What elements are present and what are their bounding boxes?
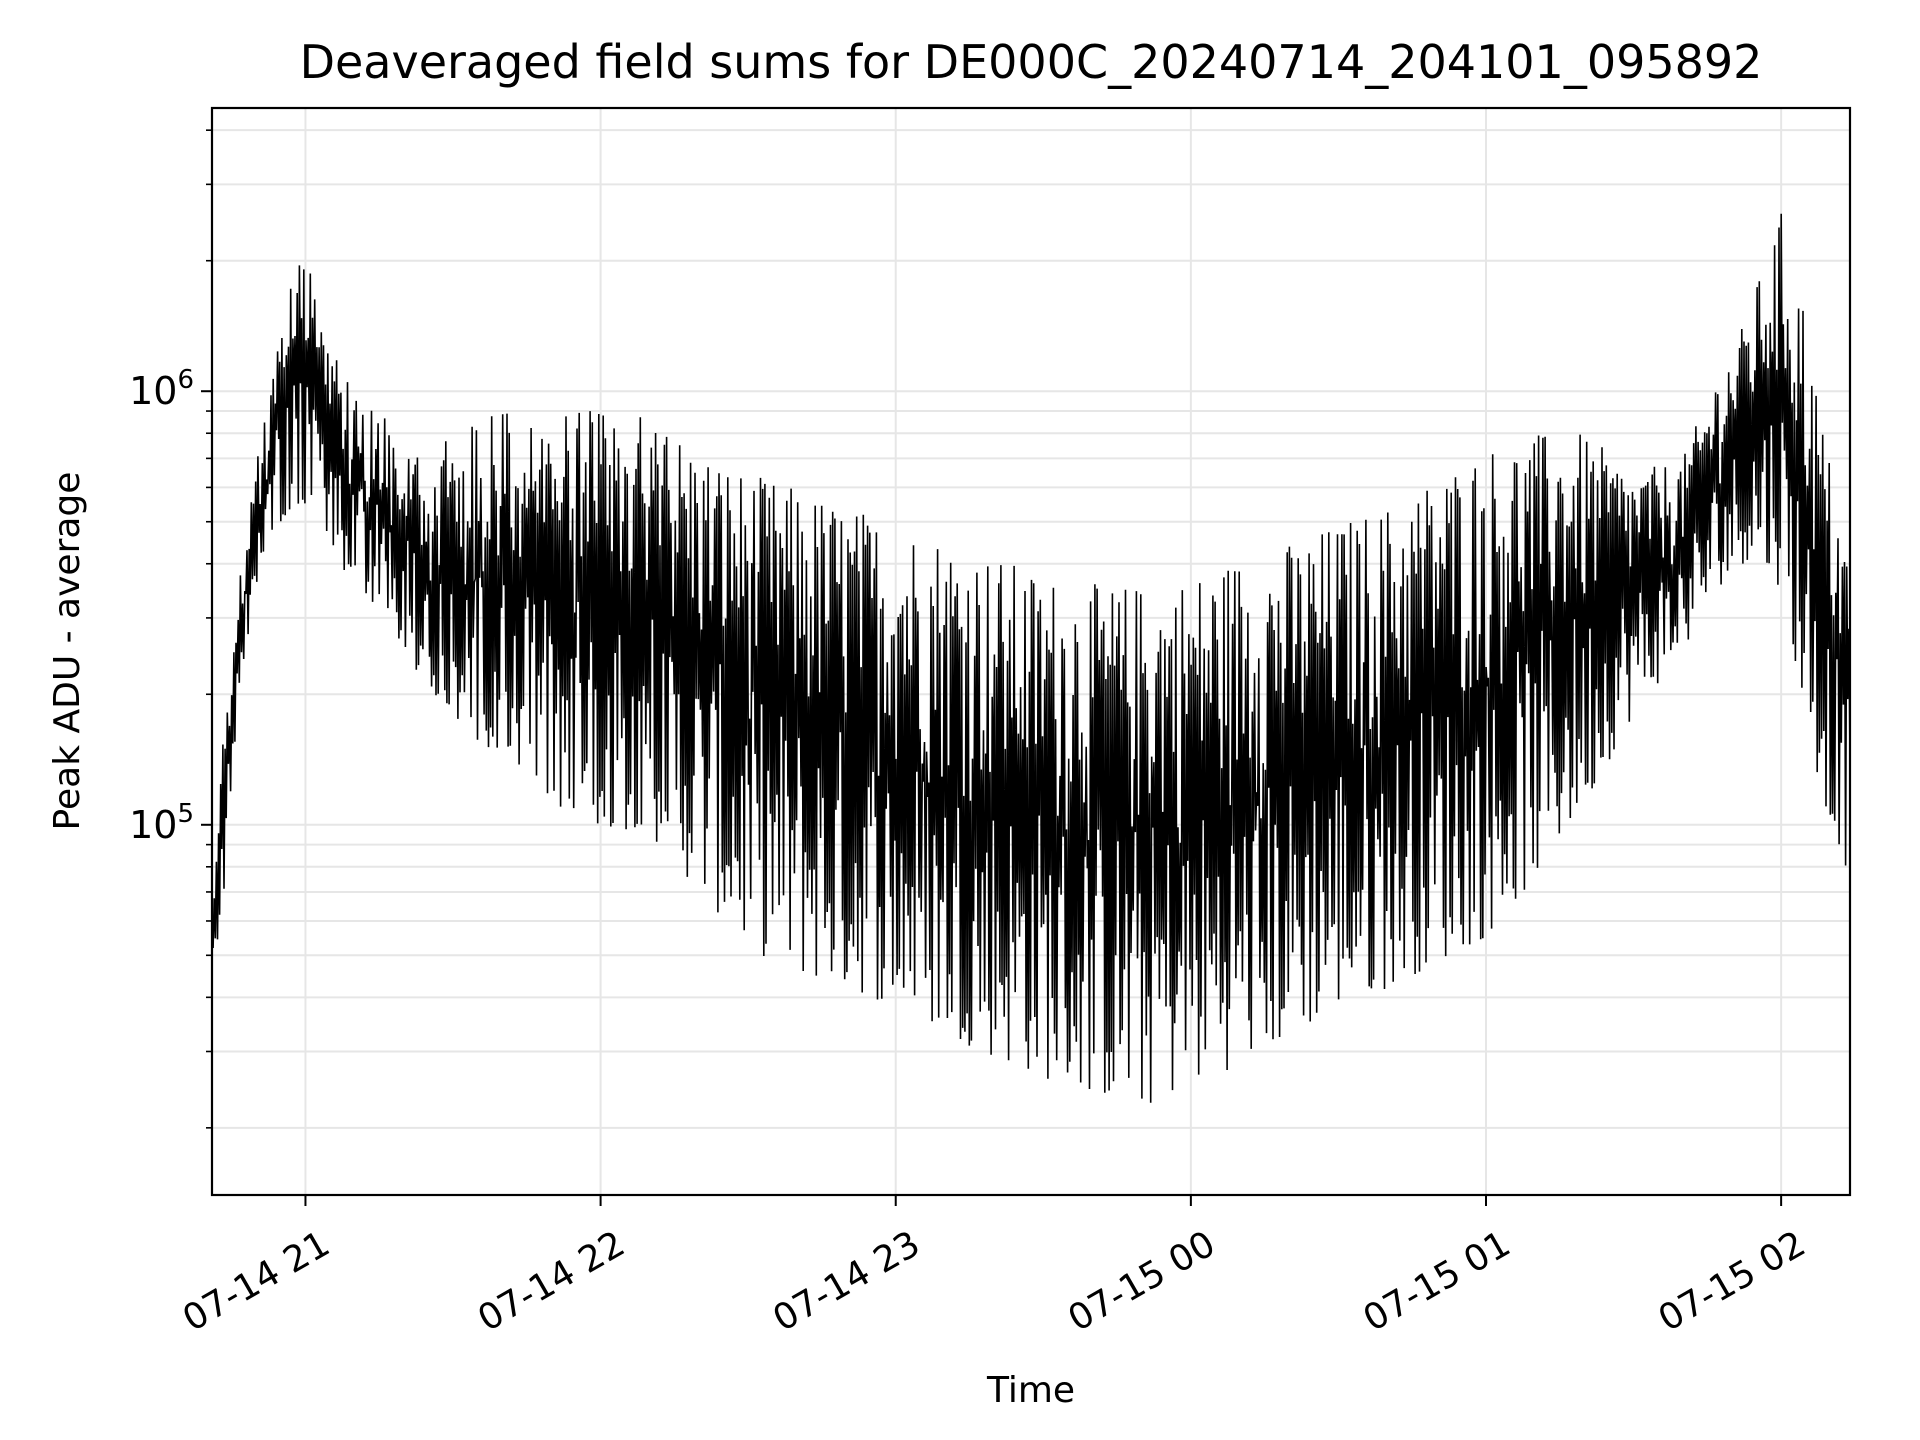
- y-axis-ticks: 105 106: [129, 129, 212, 1129]
- x-tick-label: 07-15 02: [1652, 1223, 1813, 1339]
- y-tick-label: 105: [129, 799, 194, 847]
- plot-area-frame: [210, 106, 1852, 1197]
- major-gridlines: [212, 108, 1850, 1195]
- y-axis-label: Peak ADU - average: [47, 472, 88, 831]
- x-tick-label: 07-14 23: [766, 1223, 927, 1339]
- x-tick-label: 07-14 21: [176, 1223, 337, 1339]
- x-tick-label: 07-15 00: [1061, 1223, 1222, 1339]
- series-line: [211, 213, 1851, 1103]
- x-tick-label: 07-14 22: [471, 1223, 632, 1339]
- chart-title: Deaveraged field sums for DE000C_2024071…: [300, 35, 1763, 89]
- x-tick-label: 07-15 01: [1357, 1223, 1518, 1339]
- x-axis-ticks: 07-14 21 07-14 22 07-14 23 07-15 00 07-15 01…: [176, 1195, 1812, 1340]
- x-axis-label: Time: [986, 1370, 1075, 1411]
- y-tick-label: 106: [129, 365, 194, 413]
